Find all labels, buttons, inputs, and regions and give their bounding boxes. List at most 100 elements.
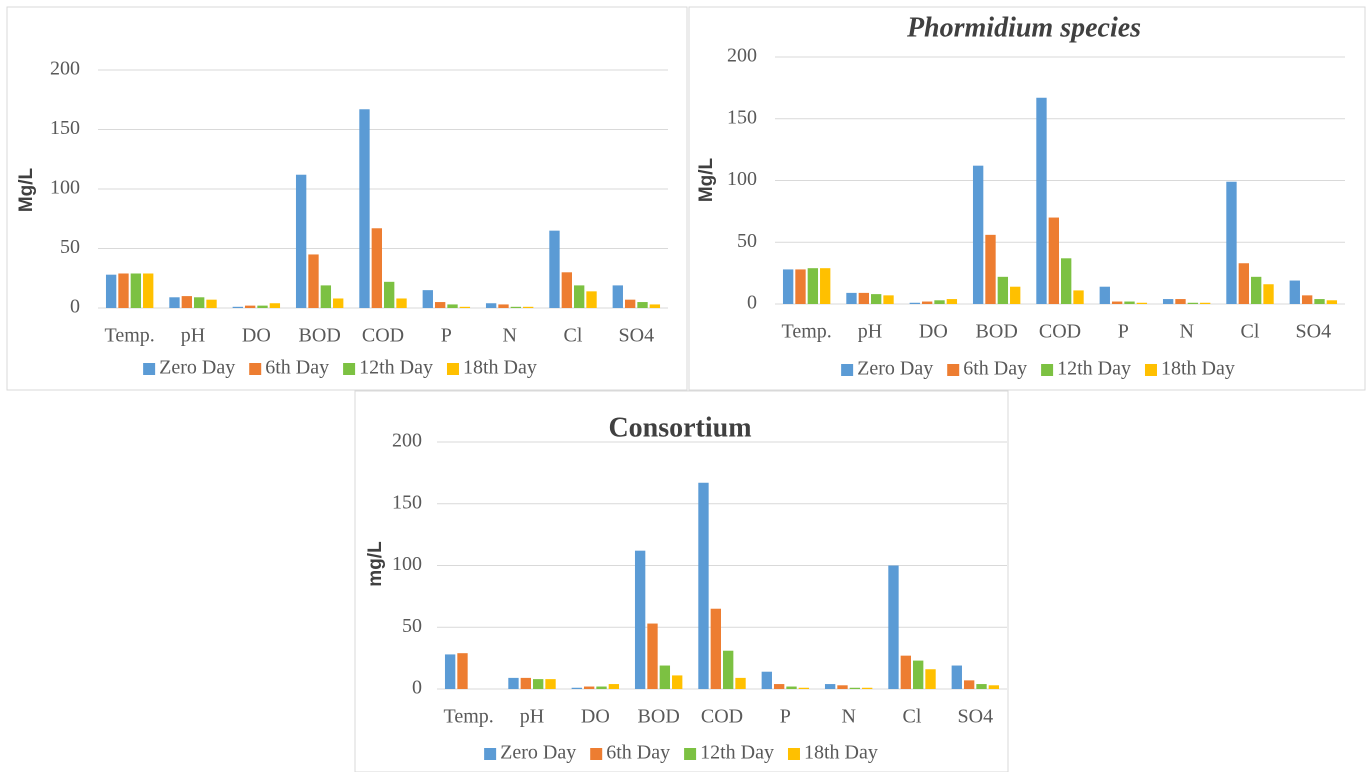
bar xyxy=(520,677,531,689)
legend-label: 6th Day xyxy=(265,357,329,379)
bar xyxy=(846,292,857,304)
x-tick-label: DO xyxy=(919,321,948,343)
y-tick-label: 200 xyxy=(392,430,422,452)
x-tick-label: SO4 xyxy=(1296,321,1332,343)
legend-swatch xyxy=(343,363,356,375)
legend-label: Zero Day xyxy=(857,358,933,380)
bar xyxy=(1010,286,1021,304)
bar xyxy=(862,687,873,689)
bar xyxy=(1200,302,1211,304)
x-tick-label: P xyxy=(780,706,791,728)
bar xyxy=(169,297,180,308)
bar xyxy=(1136,302,1148,304)
bar xyxy=(612,285,623,308)
bar xyxy=(634,550,646,689)
bar xyxy=(698,482,709,689)
x-tick-label: pH xyxy=(520,706,544,728)
legend-swatch xyxy=(684,748,697,760)
bar xyxy=(837,685,848,689)
x-tick-label: N xyxy=(1179,321,1193,343)
x-tick-label: BOD xyxy=(299,325,341,347)
bar xyxy=(997,276,1009,304)
bar xyxy=(883,295,894,304)
x-tick-label: COD xyxy=(701,706,743,728)
x-tick-label: P xyxy=(441,325,452,347)
bar xyxy=(1326,300,1338,304)
x-tick-label: COD xyxy=(1039,321,1081,343)
bar xyxy=(951,665,962,689)
x-tick-label: COD xyxy=(362,325,404,347)
bar xyxy=(485,303,497,308)
bar xyxy=(596,686,607,689)
x-tick-label: DO xyxy=(581,706,610,728)
y-axis-label: mg/L xyxy=(365,541,386,587)
legend-swatch xyxy=(484,748,497,760)
x-tick-label: BOD xyxy=(976,321,1018,343)
bar xyxy=(194,297,205,308)
bar xyxy=(909,302,920,304)
legend-swatch xyxy=(787,748,800,760)
bar xyxy=(723,650,734,689)
bar xyxy=(1289,280,1300,304)
bar xyxy=(143,273,154,308)
legend-label: 12th Day xyxy=(1057,358,1131,380)
bar xyxy=(972,165,984,304)
y-tick-label: 100 xyxy=(392,553,422,575)
bar xyxy=(574,285,585,308)
bar xyxy=(181,296,192,308)
bar xyxy=(333,298,344,308)
bar xyxy=(871,294,882,304)
bar xyxy=(422,290,433,308)
bar xyxy=(1073,290,1084,304)
bar xyxy=(1263,284,1274,304)
y-tick-label: 100 xyxy=(50,177,80,199)
y-tick-label: 0 xyxy=(70,296,80,318)
bar xyxy=(849,687,861,689)
bar xyxy=(384,281,395,308)
bar xyxy=(523,306,534,308)
bar xyxy=(457,653,468,689)
bar xyxy=(359,109,370,309)
x-tick-label: Cl xyxy=(1241,321,1260,343)
panel xyxy=(6,6,688,391)
bar xyxy=(571,687,582,689)
bar xyxy=(786,686,797,689)
bar xyxy=(533,679,544,689)
bar xyxy=(459,306,471,308)
bar xyxy=(925,669,936,689)
legend-label: Zero Day xyxy=(500,742,576,764)
y-axis-label: Mg/L xyxy=(16,167,37,212)
bar xyxy=(105,274,117,308)
bar xyxy=(795,269,806,304)
bar xyxy=(1061,258,1072,304)
y-tick-label: 0 xyxy=(747,292,757,314)
legend-label: 6th Day xyxy=(963,358,1027,380)
bar xyxy=(858,292,869,304)
x-tick-label: pH xyxy=(181,325,205,347)
bar xyxy=(586,291,597,308)
bar xyxy=(946,299,958,304)
legend-swatch xyxy=(446,363,459,375)
bar xyxy=(244,305,256,308)
bar xyxy=(1226,181,1237,304)
chart-title: Phormidium species xyxy=(906,12,1141,43)
bar xyxy=(545,679,556,689)
bar xyxy=(824,684,836,689)
bar xyxy=(396,298,407,308)
bar xyxy=(649,304,661,308)
bar xyxy=(913,660,924,689)
bar xyxy=(921,301,933,304)
legend-swatch xyxy=(947,364,960,376)
chart-title: Consortium xyxy=(608,412,751,443)
bar xyxy=(820,268,831,304)
bar xyxy=(782,269,794,304)
bar xyxy=(608,684,620,689)
y-tick-label: 200 xyxy=(727,45,757,67)
legend-swatch xyxy=(1041,364,1054,376)
legend-swatch xyxy=(143,363,156,375)
bar xyxy=(510,306,522,308)
y-tick-label: 200 xyxy=(50,58,80,80)
bar xyxy=(976,684,987,689)
legend-swatch xyxy=(841,364,854,376)
